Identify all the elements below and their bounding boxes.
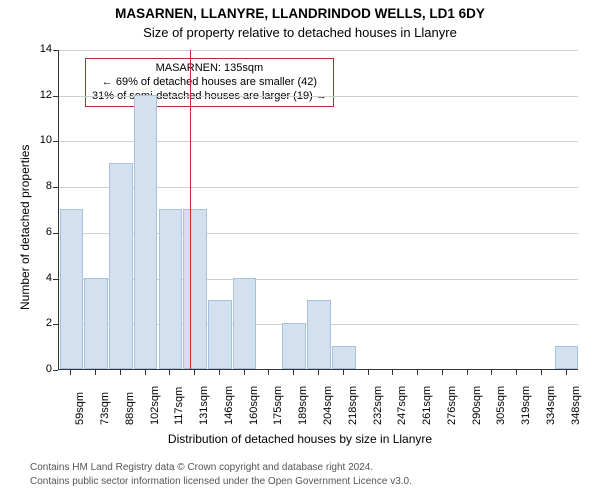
x-tick: 175sqm	[272, 386, 284, 425]
x-tick: 348sqm	[570, 386, 582, 425]
x-axis-label: Distribution of detached houses by size …	[0, 432, 600, 446]
plot-area	[58, 50, 578, 370]
bar	[555, 346, 579, 369]
x-tick: 232sqm	[372, 386, 384, 425]
footnote-1: Contains HM Land Registry data © Crown c…	[30, 462, 373, 473]
bar	[183, 209, 207, 369]
bar	[159, 209, 183, 369]
x-tick: 146sqm	[223, 386, 235, 425]
chart-container: MASARNEN, LLANYRE, LLANDRINDOD WELLS, LD…	[0, 0, 600, 500]
x-tick: 204sqm	[322, 386, 334, 425]
bar	[332, 346, 356, 369]
x-tick: 290sqm	[471, 386, 483, 425]
x-tick: 189sqm	[297, 386, 309, 425]
y-tick: 12	[28, 89, 52, 101]
x-tick: 305sqm	[495, 386, 507, 425]
bar	[233, 278, 257, 369]
x-tick: 334sqm	[545, 386, 557, 425]
bar	[282, 323, 306, 369]
x-tick: 261sqm	[421, 386, 433, 425]
bar	[307, 300, 331, 369]
chart-title: MASARNEN, LLANYRE, LLANDRINDOD WELLS, LD…	[0, 6, 600, 21]
x-tick: 102sqm	[149, 386, 161, 425]
x-tick: 319sqm	[520, 386, 532, 425]
y-axis-label: Number of detached properties	[18, 145, 32, 310]
bar	[84, 278, 108, 369]
chart-subtitle: Size of property relative to detached ho…	[0, 25, 600, 40]
y-tick: 0	[28, 363, 52, 375]
x-tick: 73sqm	[99, 392, 111, 425]
bar	[134, 95, 158, 369]
marker-line	[190, 50, 191, 369]
y-tick: 2	[28, 317, 52, 329]
x-tick: 218sqm	[347, 386, 359, 425]
bar	[60, 209, 84, 369]
x-tick: 247sqm	[396, 386, 408, 425]
x-tick: 59sqm	[74, 392, 86, 425]
x-tick: 117sqm	[173, 387, 185, 425]
x-tick: 276sqm	[446, 386, 458, 425]
x-tick: 88sqm	[124, 392, 136, 425]
y-tick: 14	[28, 43, 52, 55]
bar	[208, 300, 232, 369]
footnote-2: Contains public sector information licen…	[30, 476, 412, 487]
x-tick: 131sqm	[198, 386, 210, 425]
x-tick: 160sqm	[248, 386, 260, 425]
bar	[109, 163, 133, 369]
gridline	[59, 50, 578, 51]
